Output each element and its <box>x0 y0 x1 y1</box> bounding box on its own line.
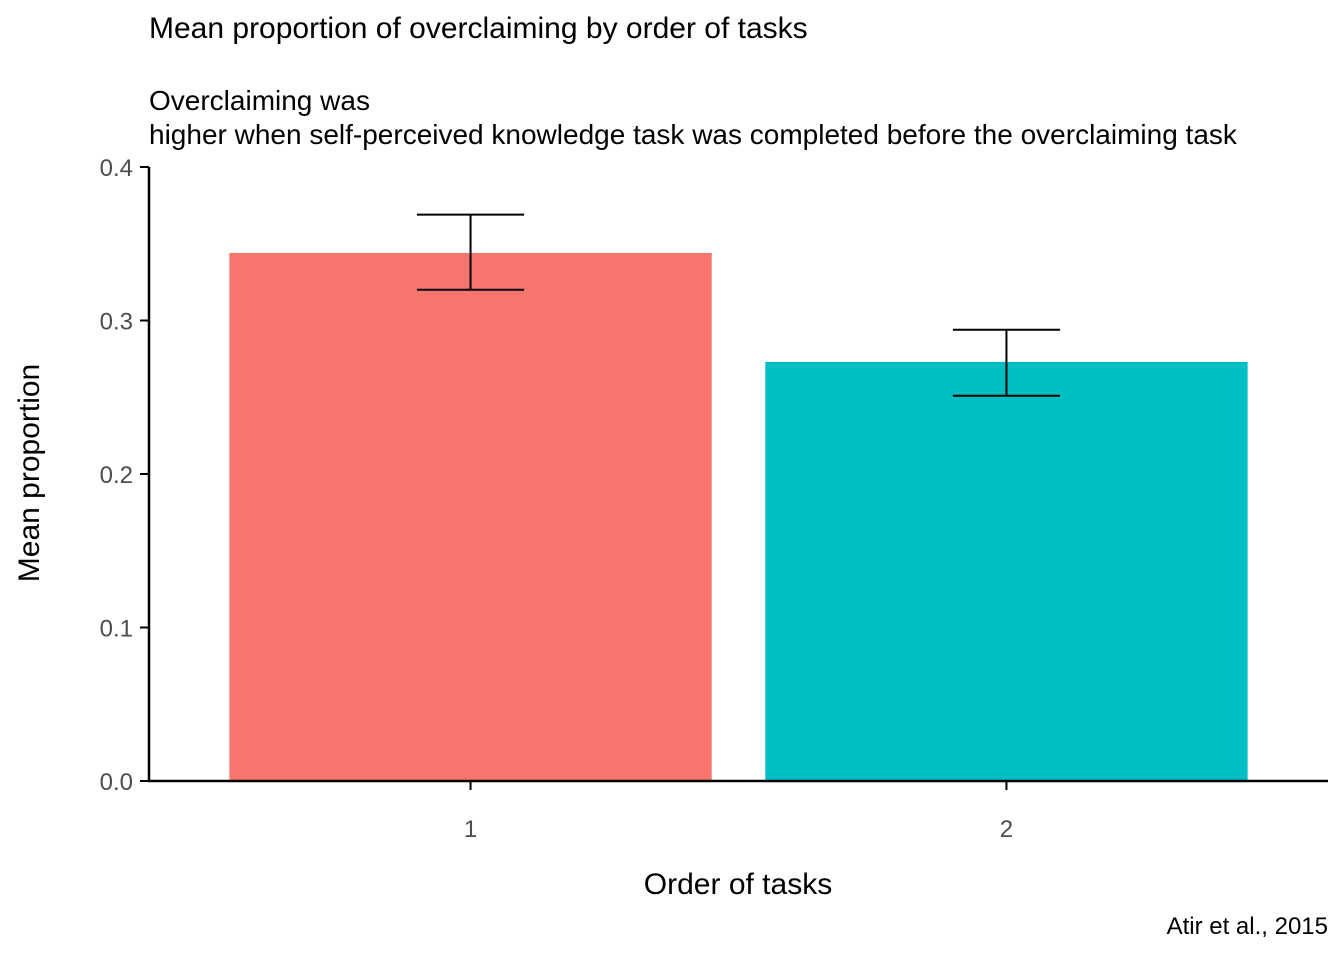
subtitle-line-1: Overclaiming was <box>149 85 370 116</box>
y-axis-label: Mean proportion <box>13 363 46 583</box>
chart-title: Mean proportion of overclaiming by order… <box>149 12 808 45</box>
x-axis-label: Order of tasks <box>643 868 833 901</box>
chart-subtitle: Overclaiming was higher when self-percei… <box>149 84 1237 152</box>
y-tick-label: 0.4 <box>100 155 133 182</box>
x-tick-label: 1 <box>464 816 477 843</box>
y-tick-label: 0.0 <box>100 769 133 796</box>
y-tick-label: 0.1 <box>100 616 133 643</box>
bar-2 <box>765 361 1248 781</box>
y-tick-label: 0.2 <box>100 462 133 489</box>
error-bar-1 <box>416 213 525 291</box>
error-bar-2 <box>952 328 1061 397</box>
y-tick-label: 0.3 <box>100 309 133 336</box>
x-tick-label: 2 <box>1000 816 1013 843</box>
subtitle-line-2: higher when self-perceived knowledge tas… <box>149 119 1237 150</box>
chart-caption: Atir et al., 2015 <box>1166 913 1328 940</box>
bar-1 <box>229 252 712 781</box>
